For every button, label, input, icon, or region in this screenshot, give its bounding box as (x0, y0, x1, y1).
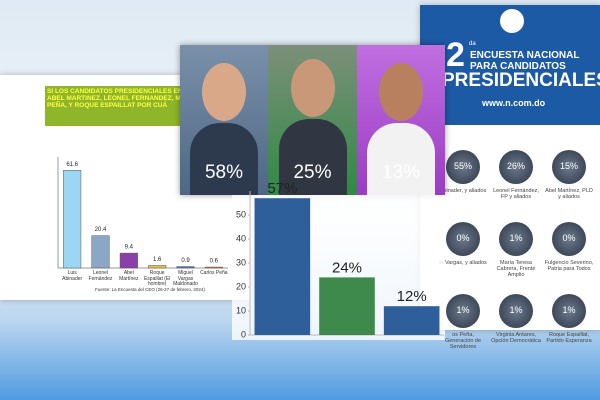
logo (500, 9, 524, 33)
x-tick-label: Abel Martínez (119, 270, 139, 282)
y-tick-label: 0 (241, 329, 246, 339)
body (279, 119, 347, 195)
result-label: Abel Martínez, PLD y aliados (545, 188, 593, 201)
candidate-circle (446, 150, 480, 184)
heading-line: PEÑA, Y ROQUE ESPAILLAT POR CUÁ (47, 102, 168, 109)
result-percent: 1% (509, 233, 523, 243)
title-line: ENCUESTA NACIONAL (470, 50, 580, 61)
website: www.n.com.do (482, 98, 546, 108)
value-label: 1.6 (153, 257, 162, 263)
result-label: Abinader, y aliados (439, 188, 487, 194)
bar (254, 198, 311, 335)
x-tick-label: Leonel Fernández (88, 270, 113, 282)
percentage: 58% (204, 162, 244, 183)
result-percent: 15% (559, 161, 578, 171)
percentage: 25% (293, 162, 332, 183)
candidate-circle (552, 294, 586, 328)
result-label: os Peña, Generación de Servidores (444, 332, 482, 351)
result-percent: 1% (456, 305, 470, 315)
face (202, 63, 246, 121)
candidate-circle (499, 294, 533, 328)
percentage: 13% (381, 162, 421, 183)
heading-line: ABEL MARTINEZ, LEONEL FERNANDEZ, MIG (47, 95, 188, 102)
value-label: 61.6 (66, 162, 78, 168)
value-label: 57% (267, 180, 297, 197)
candidate-circle (552, 150, 586, 184)
value-label: 9.4 (125, 245, 134, 251)
value-label: 12% (397, 288, 427, 305)
result-percent: 0% (562, 233, 576, 243)
x-tick-label: Miguel Vargas Maldonado (173, 270, 198, 287)
face (379, 63, 423, 121)
x-tick-label: Carlos Peña (200, 270, 228, 276)
result-label: Fulgencio Severino, Patria para Todos (544, 260, 594, 273)
value-label: 0.9 (181, 258, 190, 264)
bar (63, 170, 82, 269)
value-label: 0.6 (210, 259, 219, 265)
bar (119, 252, 138, 269)
result-label: María Teresa Cabrera, Frente Amplio (496, 260, 536, 279)
result-percent: 55% (453, 161, 472, 171)
y-tick-label: 50 (236, 209, 246, 219)
x-tick-label: Luis Abinader (62, 270, 83, 282)
y-tick-label: 30 (236, 257, 246, 267)
number: 2 (446, 36, 465, 74)
title-line: PARA CANDIDATOS (470, 61, 566, 72)
candidate-circle (446, 294, 480, 328)
y-tick-label: 20 (236, 281, 246, 291)
result-label: Leonel Fernández, FP y aliados (493, 188, 539, 201)
candidate-circle (499, 150, 533, 184)
face (291, 59, 335, 117)
body (367, 123, 435, 195)
result-percent: 26% (506, 161, 525, 171)
body (190, 123, 258, 195)
candidate-circle (499, 222, 533, 256)
result-label: el Vargas, y aliados (439, 260, 487, 266)
candidate-circle (552, 222, 586, 256)
bar (148, 265, 167, 269)
bar (176, 266, 195, 269)
value-label: 20.4 (95, 227, 107, 233)
bar (383, 306, 440, 335)
bar (319, 277, 375, 335)
result-label: Virginia Antares, Opción Democrática (491, 332, 541, 345)
y-tick-label: 40 (236, 233, 246, 243)
source: Fuente: La Encuesta del CEO (26-27 de fe… (95, 287, 205, 292)
bar (204, 266, 223, 269)
result-percent: 0% (456, 233, 470, 243)
title-line: PRESIDENCIALES (442, 70, 600, 91)
value-label: 24% (332, 259, 362, 276)
heading-line: SI LOS CANDIDATOS PRESIDENCIALES EN (47, 88, 183, 95)
result-percent: 1% (509, 305, 523, 315)
x-tick-label: Roque Espaillat (El hombre) (143, 270, 171, 287)
result-label: Roque Espaillat, Partido Esperanza (546, 332, 592, 345)
candidate-circle (446, 222, 480, 256)
photo-panel: 58% 25% 13% (180, 45, 445, 195)
bar (91, 235, 110, 269)
y-tick-label: 10 (236, 305, 246, 315)
result-percent: 1% (562, 305, 576, 315)
suffix: da (469, 41, 476, 47)
